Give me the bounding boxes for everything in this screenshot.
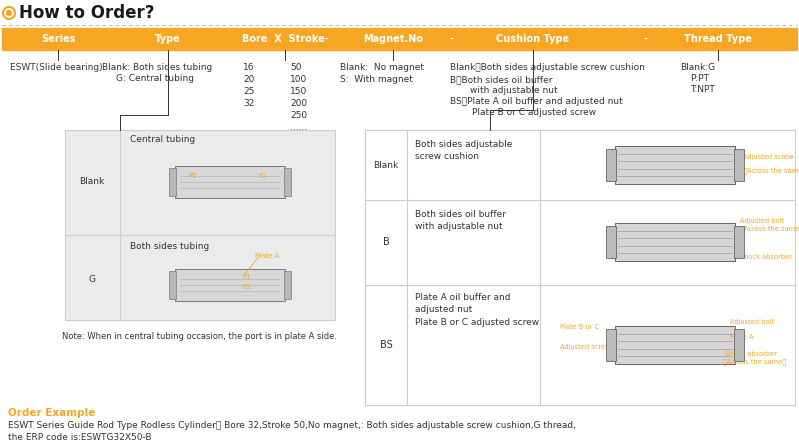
Circle shape [6,11,11,16]
Text: G: Central tubing: G: Central tubing [116,74,194,83]
Text: Shock absorber: Shock absorber [740,254,792,260]
Text: screw cushion: screw cushion [415,152,479,161]
Text: Blank: Blank [79,178,105,186]
Text: Blank: Both sides tubing: Blank: Both sides tubing [102,63,213,72]
Bar [734,226,744,258]
Bar [615,326,735,364]
Bar [365,130,795,405]
Text: 25: 25 [243,87,254,96]
Bar [284,271,291,299]
Text: Order Example: Order Example [8,408,95,418]
Text: ......: ...... [290,123,308,132]
Text: adjusted nut: adjusted nut [415,305,472,314]
Text: P2: P2 [258,173,267,179]
Text: -: - [643,34,647,44]
Bar [175,269,285,301]
Text: Plate B or C: Plate B or C [560,324,599,330]
Text: Magnet.No: Magnet.No [363,34,423,44]
Text: with adjustable nut: with adjustable nut [470,86,558,95]
Text: Type: Type [155,34,181,44]
Bar [169,271,176,299]
Bar [615,223,735,261]
Text: Blank:G: Blank:G [680,63,715,72]
Text: B: B [383,237,389,247]
Bar [615,146,735,184]
Text: G: G [89,275,96,284]
Text: with adjustable nut: with adjustable nut [415,222,503,231]
Bar [65,130,335,320]
Text: How to Order?: How to Order? [19,4,154,22]
Text: the ERP code is:ESWTG32X50-B: the ERP code is:ESWTG32X50-B [8,433,152,442]
Text: B：Both sides oil buffer: B：Both sides oil buffer [450,75,552,84]
Bar [284,168,291,196]
Text: Both sides adjustable: Both sides adjustable [415,140,512,149]
Text: Adjusted screw: Adjusted screw [743,154,793,160]
Text: Plate A: Plate A [730,334,753,340]
Text: P2: P2 [242,284,251,290]
Text: Plate B or C adjusted screw: Plate B or C adjusted screw [415,318,539,327]
Text: 200: 200 [290,99,307,108]
Bar [169,168,176,196]
Text: P1: P1 [242,274,251,280]
Text: Both sides tubing: Both sides tubing [130,242,209,251]
Text: T:NPT: T:NPT [690,85,715,94]
Text: Blank:  No magnet: Blank: No magnet [340,63,424,72]
Text: Adjusted bolt: Adjusted bolt [740,218,784,224]
Text: Series: Series [41,34,75,44]
Text: BS: BS [380,340,392,350]
Text: Bore  X  Stroke-: Bore X Stroke- [241,34,328,44]
Text: ESWT(Slide bearing): ESWT(Slide bearing) [10,63,102,72]
Text: 150: 150 [290,87,308,96]
Text: Adjusted bolt: Adjusted bolt [730,319,774,325]
Text: （Across the same）: （Across the same） [723,358,786,365]
Bar [606,226,616,258]
Text: Plate A oil buffer and: Plate A oil buffer and [415,293,511,302]
Bar [734,149,744,181]
Text: Blank: Blank [373,161,399,170]
Text: Shock absorber: Shock absorber [725,351,777,357]
Bar [175,166,285,198]
Text: 250: 250 [290,111,307,120]
Text: Central tubing: Central tubing [130,135,195,144]
Bar [2,28,797,50]
Text: （Across the same）: （Across the same） [743,167,799,174]
Text: 50: 50 [290,63,301,72]
Text: P1: P1 [188,173,197,179]
Bar [606,149,616,181]
Text: Note: When in central tubing occasion, the port is in plate A side.: Note: When in central tubing occasion, t… [62,332,337,341]
Text: 20: 20 [243,75,254,84]
Bar [606,329,616,361]
Text: Plate A: Plate A [255,253,280,259]
Text: Plate B or C adjusted screw: Plate B or C adjusted screw [472,108,596,117]
Text: Adjusted screw: Adjusted screw [560,344,610,350]
Bar [734,329,744,361]
Text: BS：Plate A oil buffer and adjusted nut: BS：Plate A oil buffer and adjusted nut [450,97,622,106]
Text: Thread Type: Thread Type [684,34,752,44]
Text: 16: 16 [243,63,255,72]
Text: Both sides oil buffer: Both sides oil buffer [415,210,506,219]
Text: ESWT Series Guide Rod Type Rodless Cylinder， Bore 32,Stroke 50,No magnet,: Both : ESWT Series Guide Rod Type Rodless Cylin… [8,421,576,430]
Text: P:PT: P:PT [690,74,709,83]
Text: S:  With magnet: S: With magnet [340,75,413,84]
Text: Blank：Both sides adjustable screw cushion: Blank：Both sides adjustable screw cushio… [450,63,645,72]
Text: （Across the same）: （Across the same） [740,225,799,232]
Text: 100: 100 [290,75,308,84]
Text: 32: 32 [243,99,254,108]
Text: -: - [449,34,453,44]
Text: Cushion Type: Cushion Type [496,34,570,44]
